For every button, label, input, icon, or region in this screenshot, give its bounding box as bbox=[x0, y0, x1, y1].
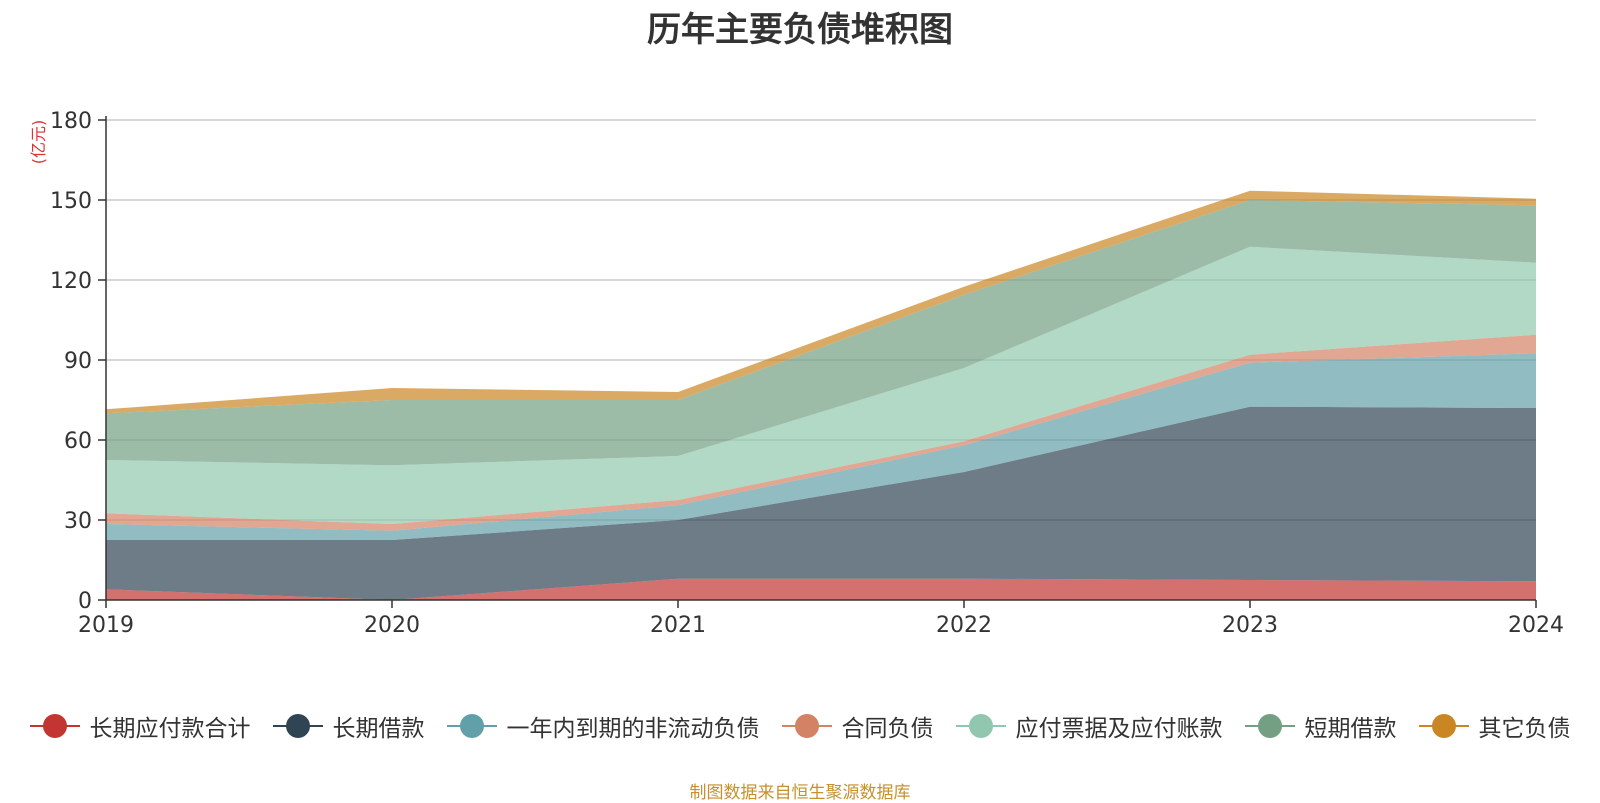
legend-dot bbox=[1431, 714, 1456, 738]
y-tick-label: 90 bbox=[64, 349, 92, 374]
legend-marker-icon bbox=[1418, 713, 1469, 739]
legend-dot bbox=[794, 714, 819, 738]
legend-dot bbox=[1257, 714, 1282, 738]
legend-label: 长期应付款合计 bbox=[89, 716, 251, 742]
y-tick-label: 60 bbox=[64, 429, 92, 454]
legend-dot bbox=[459, 714, 484, 738]
legend-label: 合同负债 bbox=[841, 716, 934, 742]
legend-marker-icon bbox=[1244, 713, 1295, 739]
legend-label: 其它负债 bbox=[1478, 716, 1571, 742]
y-tick-label: 0 bbox=[78, 589, 92, 614]
source-note: 制图数据来自恒生聚源数据库 bbox=[689, 783, 911, 803]
x-tick-label: 2019 bbox=[78, 613, 134, 638]
y-tick-label: 150 bbox=[50, 189, 92, 214]
legend-item-5[interactable]: 应付票据及应付账款 bbox=[955, 709, 1223, 743]
area-series-1[interactable] bbox=[106, 578, 1536, 600]
stacked-areas bbox=[106, 190, 1536, 600]
legend-dot bbox=[42, 714, 67, 738]
axes: 0 30 60 90 120 150 180 2019 2020 2021 2022 2023 2024 bbox=[50, 109, 1564, 638]
chart-title: 历年主要负债堆积图 bbox=[647, 10, 953, 50]
legend-dot bbox=[968, 714, 993, 738]
legend-marker-icon bbox=[781, 713, 832, 739]
legend-label: 应付票据及应付账款 bbox=[1015, 716, 1223, 742]
y-tick-label: 180 bbox=[50, 109, 92, 134]
x-tick-label: 2024 bbox=[1508, 613, 1564, 638]
legend-item-3[interactable]: 一年内到期的非流动负债 bbox=[446, 709, 760, 743]
legend-item-1[interactable]: 长期应付款合计 bbox=[29, 709, 251, 743]
x-tick-label: 2021 bbox=[650, 613, 706, 638]
legend-item-4[interactable]: 合同负债 bbox=[781, 709, 934, 743]
legend-label: 长期借款 bbox=[332, 716, 425, 742]
legend-label: 一年内到期的非流动负债 bbox=[506, 716, 760, 742]
legend-item-6[interactable]: 短期借款 bbox=[1244, 709, 1397, 743]
legend-marker-icon bbox=[272, 713, 323, 739]
legend-item-2[interactable]: 长期借款 bbox=[272, 709, 425, 743]
area-series-2[interactable] bbox=[106, 406, 1536, 600]
area-series-5[interactable] bbox=[106, 246, 1536, 524]
area-series-3[interactable] bbox=[106, 353, 1536, 540]
y-axis-unit-label: (亿元) bbox=[29, 120, 48, 165]
legend-marker-icon bbox=[446, 713, 497, 739]
legend-marker-icon bbox=[29, 713, 80, 739]
legend: 长期应付款合计 长期借款 一年内到期的非流动负债 合同负债 应付票据及应付账款 短期借款 其… bbox=[0, 708, 1600, 744]
x-tick-label: 2022 bbox=[936, 613, 992, 638]
legend-label: 短期借款 bbox=[1304, 716, 1397, 742]
y-tick-label: 30 bbox=[64, 509, 92, 534]
legend-dot bbox=[285, 714, 310, 738]
legend-item-7[interactable]: 其它负债 bbox=[1418, 709, 1571, 743]
legend-marker-icon bbox=[955, 713, 1006, 739]
x-tick-label: 2020 bbox=[364, 613, 420, 638]
area-series-4[interactable] bbox=[106, 334, 1536, 531]
area-series-6[interactable] bbox=[106, 200, 1536, 466]
y-tick-label: 120 bbox=[50, 269, 92, 294]
x-tick-label: 2023 bbox=[1222, 613, 1278, 638]
chart-plot: 0 30 60 90 120 150 180 2019 2020 2021 2022 2023 2024… bbox=[29, 109, 1564, 638]
